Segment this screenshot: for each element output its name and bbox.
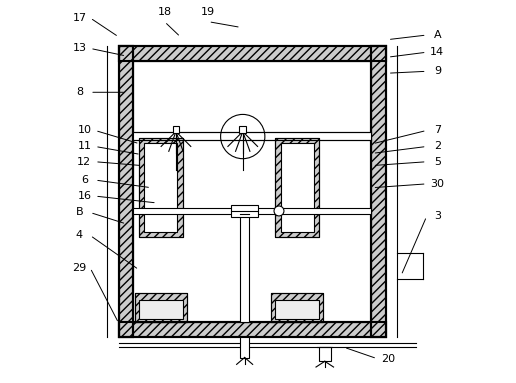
Text: 6: 6	[81, 175, 88, 185]
Text: 7: 7	[434, 126, 441, 136]
Bar	[133, 208, 372, 214]
Text: 17: 17	[72, 13, 87, 23]
Bar	[319, 347, 331, 361]
Bar	[119, 46, 386, 61]
Bar	[281, 143, 314, 232]
Text: 12: 12	[77, 157, 91, 167]
Bar	[372, 46, 386, 337]
Bar	[139, 138, 183, 237]
Bar	[231, 205, 258, 217]
Bar	[133, 132, 372, 140]
Text: 11: 11	[77, 141, 91, 151]
Bar	[119, 322, 386, 337]
Text: A: A	[433, 30, 441, 40]
Bar	[275, 138, 319, 237]
Bar	[133, 61, 372, 322]
Bar	[119, 46, 133, 337]
Bar	[172, 126, 180, 133]
Bar	[119, 46, 386, 61]
Bar	[139, 138, 183, 237]
Bar	[139, 300, 183, 319]
Bar	[239, 126, 246, 133]
Bar	[135, 293, 187, 322]
Text: 18: 18	[157, 7, 171, 17]
Text: 4: 4	[76, 231, 83, 241]
Text: 3: 3	[434, 211, 441, 221]
Text: 20: 20	[381, 354, 395, 363]
Text: 5: 5	[434, 157, 441, 167]
Text: 2: 2	[434, 141, 441, 151]
Text: 29: 29	[72, 263, 87, 273]
Text: 19: 19	[201, 7, 216, 17]
Text: 16: 16	[77, 191, 91, 201]
Bar	[372, 46, 386, 337]
Text: B: B	[75, 208, 83, 218]
Bar	[275, 138, 319, 237]
Text: 30: 30	[430, 179, 444, 189]
Bar	[240, 208, 249, 322]
Bar	[144, 143, 178, 232]
Bar	[275, 300, 319, 319]
Bar	[271, 293, 323, 322]
Bar	[271, 293, 323, 322]
Circle shape	[274, 206, 284, 216]
Bar	[135, 293, 187, 322]
Text: 10: 10	[77, 126, 91, 136]
Text: 8: 8	[76, 87, 83, 97]
Text: 13: 13	[72, 43, 86, 53]
Text: 14: 14	[430, 47, 444, 57]
Bar	[119, 322, 386, 337]
Bar	[240, 337, 249, 357]
Text: 9: 9	[434, 66, 441, 76]
Bar	[119, 46, 133, 337]
